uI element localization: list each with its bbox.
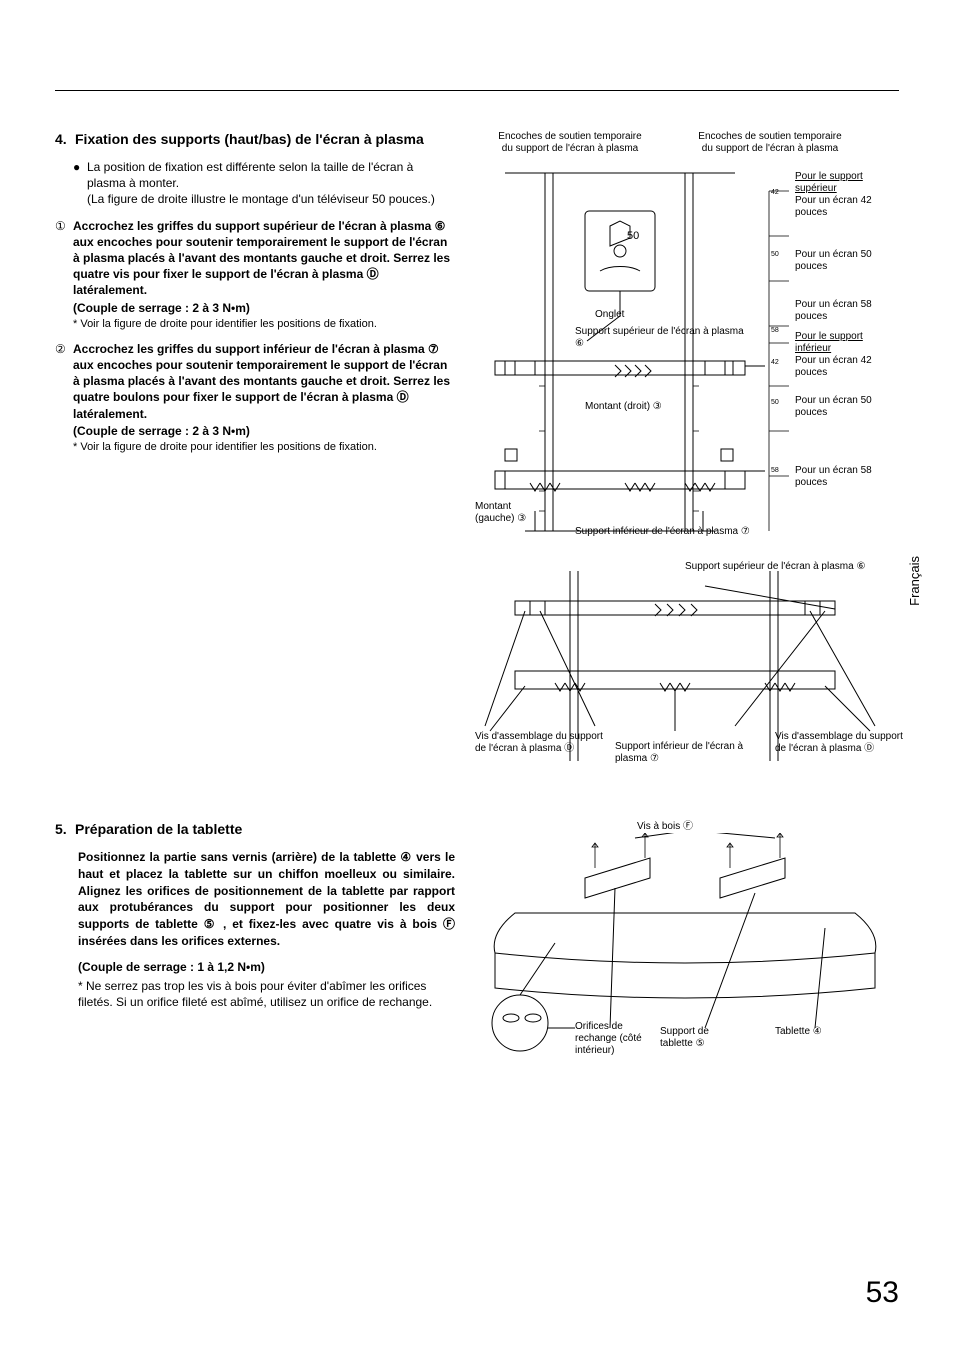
fig1-n58-b: 58 [771, 467, 779, 475]
fig3-orifices-label: Orifices de rechange (côté intérieur) [575, 1021, 645, 1057]
fig3-sup-tab-label: Support de tablette ⑤ [660, 1026, 740, 1050]
fig1-e58-a: Pour un écran 58 pouces [795, 299, 890, 323]
section-5-figure: Vis à bois Ⓕ [475, 821, 899, 1081]
fig3-tablette-label: Tablette ④ [775, 1026, 855, 1038]
fig1-e50-a: Pour un écran 50 pouces [795, 249, 890, 273]
fig1-e42-a: Pour un écran 42 pouces [795, 195, 890, 219]
section-4-figures: Encoches de soutien temporaire du suppor… [475, 131, 899, 801]
step-2-number: ② [55, 341, 73, 422]
section-4-row: 4. Fixation des supports (haut/bas) de l… [55, 131, 899, 801]
section-4-text: 4. Fixation des supports (haut/bas) de l… [55, 131, 455, 801]
fig2-vis-right: Vis d'assemblage du support de l'écran à… [775, 731, 905, 755]
fig1-n42-a: 42 [771, 189, 779, 197]
section-5-number: 5. [55, 821, 75, 837]
section-4-heading: Fixation des supports (haut/bas) de l'éc… [75, 131, 455, 147]
fig1-top-left-label: Encoches de soutien temporaire du suppor… [495, 131, 645, 155]
intro-text: La position de fixation est différente s… [87, 160, 413, 190]
step-2: ② Accrochez les griffes du support infér… [55, 341, 455, 422]
fig1-montant-d-label: Montant (droit) ③ [585, 401, 662, 413]
fig1-p-sup-label: Pour le support supérieur [795, 171, 890, 195]
section-4-number: 4. [55, 131, 75, 147]
top-rule [55, 90, 899, 91]
fig1-n50-a: 50 [771, 251, 779, 259]
intro-text-2: (La figure de droite illustre le montage… [87, 192, 435, 206]
fig3-vis-bois-label: Vis à bois Ⓕ [615, 821, 715, 833]
language-tab: Français [905, 550, 924, 612]
fig1-n50-b: 50 [771, 399, 779, 407]
section-4-title: 4. Fixation des supports (haut/bas) de l… [55, 131, 455, 147]
fig2-vis-left: Vis d'assemblage du support de l'écran à… [475, 731, 605, 755]
figure-3: Vis à bois Ⓕ [475, 821, 899, 1081]
step-1-torque: (Couple de serrage : 2 à 3 N•m) [73, 301, 455, 315]
step-2-text: Accrochez les griffes du support inférie… [73, 341, 455, 422]
fig1-e42-b: Pour un écran 42 pouces [795, 355, 890, 379]
fig1-legend-lines [765, 171, 795, 531]
section-5-row: 5. Préparation de la tablette Positionne… [55, 821, 899, 1081]
fig1-e58-b: Pour un écran 58 pouces [795, 465, 890, 489]
section-5-title: 5. Préparation de la tablette [55, 821, 455, 837]
fig1-montant-g-label: Montant (gauche) ③ [475, 501, 545, 525]
step-1-text: Accrochez les griffes du support supérie… [73, 218, 455, 299]
section-4-intro: ● La position de fixation est différente… [73, 159, 455, 208]
fig1-50-text: 50 [627, 230, 639, 242]
fig1-drawing: 50 [475, 171, 765, 541]
section-5-torque: (Couple de serrage : 1 à 1,2 N•m) [78, 960, 455, 974]
bullet-icon: ● [73, 159, 87, 208]
fig1-p-inf-label: Pour le support inférieur [795, 331, 890, 355]
figure-1: Encoches de soutien temporaire du suppor… [475, 131, 899, 551]
figure-2: Support supérieur de l'écran à plasma ⑥ [475, 561, 899, 801]
fig1-e50-b: Pour un écran 50 pouces [795, 395, 890, 419]
step-1: ① Accrochez les griffes du support supér… [55, 218, 455, 299]
step-1-note: * Voir la figure de droite pour identifi… [73, 317, 455, 331]
section-5-note: * Ne serrez pas trop les vis à bois pour… [78, 978, 455, 1010]
step-2-note: * Voir la figure de droite pour identifi… [73, 440, 455, 454]
fig1-n42-b: 42 [771, 359, 779, 367]
step-1-number: ① [55, 218, 73, 299]
section-5-text: 5. Préparation de la tablette Positionne… [55, 821, 455, 1081]
fig1-sup-sup-label: Support supérieur de l'écran à plasma ⑥ [575, 326, 745, 350]
section-5-body: Positionnez la partie sans vernis (arriè… [78, 849, 455, 950]
fig1-top-right-label: Encoches de soutien temporaire du suppor… [695, 131, 845, 155]
section-5-heading: Préparation de la tablette [75, 821, 455, 837]
fig1-sup-inf-label: Support inférieur de l'écran à plasma ⑦ [575, 526, 755, 538]
fig1-onglet-label: Onglet [595, 309, 624, 321]
fig3-drawing [475, 833, 895, 1053]
page-number: 53 [866, 1276, 899, 1310]
step-2-torque: (Couple de serrage : 2 à 3 N•m) [73, 424, 455, 438]
fig2-sup-inf-label: Support inférieur de l'écran à plasma ⑦ [615, 741, 775, 765]
fig1-n58-a: 58 [771, 327, 779, 335]
